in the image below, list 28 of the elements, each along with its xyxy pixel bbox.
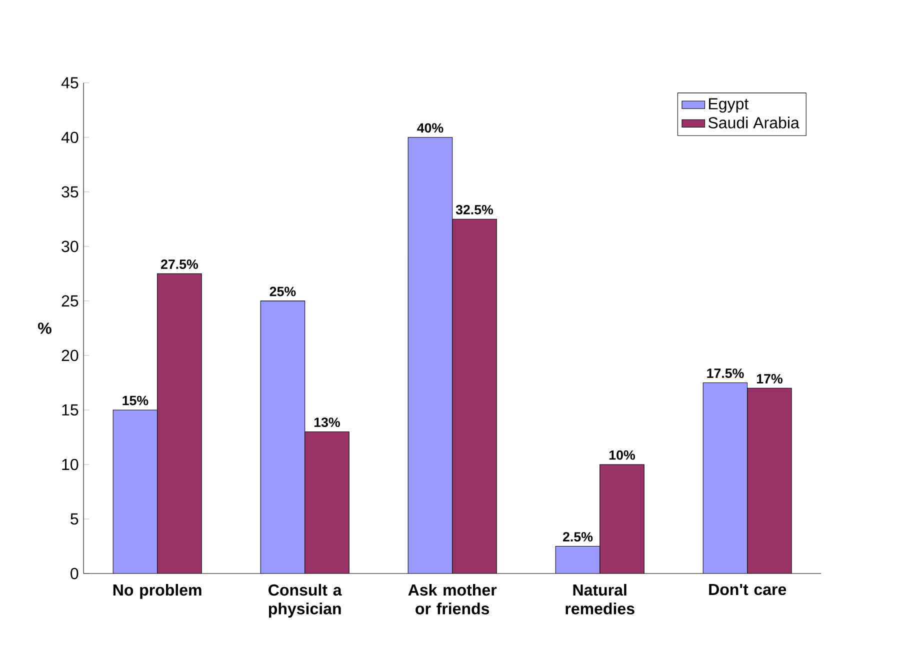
data-label: 13% xyxy=(314,417,340,427)
data-label: 25% xyxy=(270,286,296,296)
x-tick-label: Don't care xyxy=(709,584,786,595)
y-axis-title: % xyxy=(38,322,52,334)
data-label: 40% xyxy=(417,123,444,133)
y-tick-label: 35 xyxy=(62,186,78,198)
y-tick-label: 0 xyxy=(70,568,78,580)
y-tick-label: 40 xyxy=(61,132,78,143)
legend-label: Saudi Arabia xyxy=(708,116,800,128)
data-label: 10% xyxy=(609,450,635,460)
data-label: 2.5% xyxy=(562,532,593,542)
y-tick-label: 10 xyxy=(62,458,78,470)
data-label: 32.5% xyxy=(456,204,494,214)
y-tick-label: 20 xyxy=(62,350,78,361)
y-tick-label: 25 xyxy=(62,295,78,306)
y-tick-label: 45 xyxy=(61,77,78,88)
y-tick-label: 5 xyxy=(70,513,78,524)
x-tick-label: Consult a physician xyxy=(268,584,342,618)
data-label: 17% xyxy=(756,374,782,384)
y-tick-label: 15 xyxy=(62,404,78,416)
data-label: 17.5% xyxy=(707,368,744,378)
data-label: 27.5% xyxy=(160,259,198,269)
x-tick-label: No problem xyxy=(113,584,202,599)
data-label: 15% xyxy=(122,396,148,406)
legend-label: Egypt xyxy=(709,98,749,112)
y-tick-label: 30 xyxy=(62,240,78,252)
x-tick-label: Natural remedies xyxy=(566,584,634,614)
x-tick-label: Ask mother or friends xyxy=(408,584,497,614)
